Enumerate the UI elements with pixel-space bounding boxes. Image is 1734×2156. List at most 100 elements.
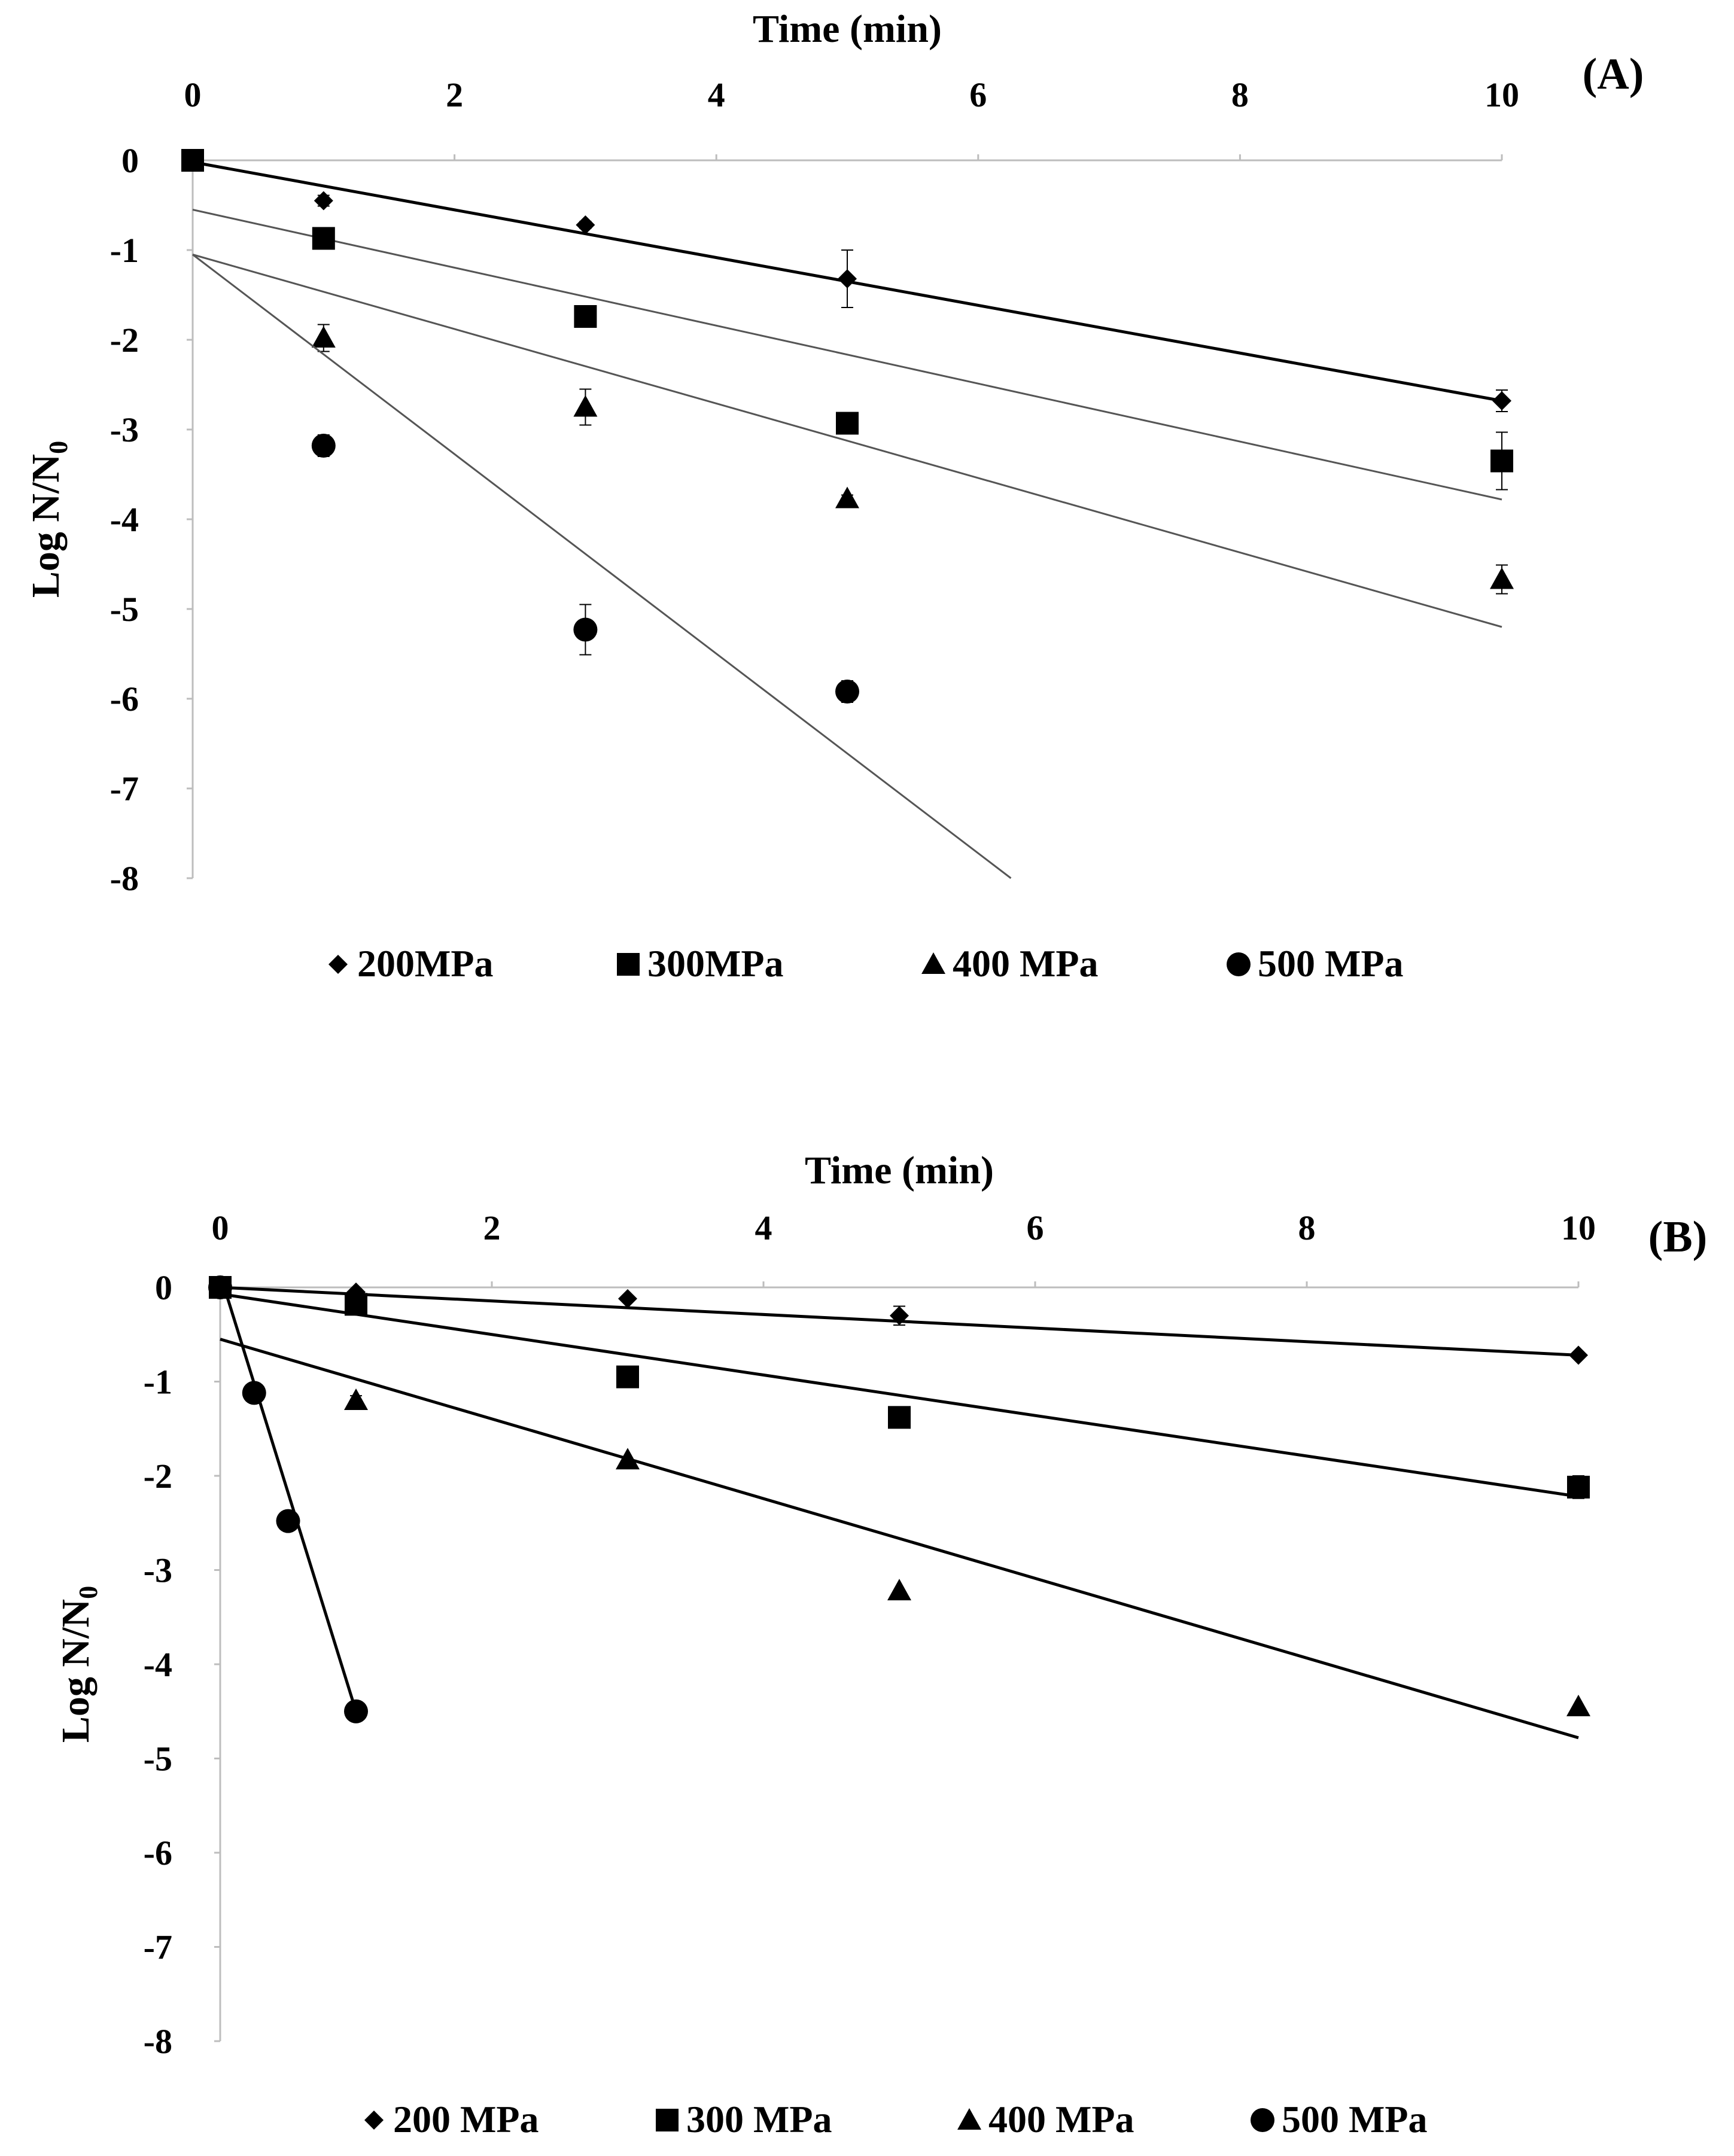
y-tick-label: -4 bbox=[110, 500, 139, 539]
y-tick-label: -6 bbox=[144, 1834, 172, 1872]
x-tick-label: 8 bbox=[1298, 1208, 1316, 1247]
data-point-circle bbox=[276, 1509, 300, 1533]
series-triangle bbox=[192, 254, 1514, 628]
series-diamond bbox=[183, 151, 1511, 412]
data-point-triangle bbox=[344, 1388, 368, 1410]
data-point-circle bbox=[835, 680, 859, 704]
data-point-triangle bbox=[1490, 567, 1514, 589]
y-axis-title-main: Log N/N bbox=[24, 454, 68, 598]
legend-label: 400 MPa bbox=[988, 2098, 1134, 2140]
x-tick-label: 2 bbox=[446, 75, 463, 114]
y-tick-label: -8 bbox=[110, 859, 139, 898]
data-point-triangle bbox=[573, 395, 598, 417]
data-point-triangle bbox=[835, 486, 859, 508]
y-tick-label: -3 bbox=[144, 1551, 172, 1590]
data-point-triangle bbox=[616, 1448, 640, 1470]
panel-b: 0 2 4 6 8 10 0 -1 -2 -3 -4 -5 -6 -7 -8 Time (min) Log N/… bbox=[54, 1149, 1707, 2140]
data-point-square bbox=[312, 227, 335, 250]
series-triangle bbox=[220, 1338, 1590, 1740]
trend-line bbox=[223, 1287, 358, 1712]
legend-label: 300 MPa bbox=[686, 2098, 832, 2140]
legend-marker-triangle bbox=[921, 952, 945, 974]
legend-marker-diamond bbox=[328, 955, 348, 974]
y-axis-title-main: Log N/N bbox=[54, 1599, 98, 1743]
y-tick-label: -5 bbox=[144, 1740, 172, 1779]
trend-line bbox=[192, 254, 1502, 628]
x-tick-label: 0 bbox=[212, 1208, 229, 1247]
data-point-square bbox=[574, 305, 597, 328]
data-point-diamond bbox=[838, 269, 857, 288]
trend-line bbox=[220, 1292, 1579, 1499]
data-point-circle bbox=[208, 1275, 232, 1299]
legend-marker-circle bbox=[1227, 952, 1251, 976]
x-tick-label: 2 bbox=[483, 1208, 501, 1247]
y-tick-label: -1 bbox=[144, 1363, 172, 1402]
data-point-square bbox=[836, 412, 859, 435]
data-point-circle bbox=[344, 1699, 368, 1723]
x-tick-label: 10 bbox=[1484, 75, 1519, 114]
data-point-square bbox=[345, 1293, 367, 1316]
data-point-diamond bbox=[576, 215, 595, 235]
data-point-square bbox=[1567, 1475, 1590, 1499]
x-tick-label: 6 bbox=[1027, 1208, 1044, 1247]
series-circle bbox=[208, 1275, 368, 1723]
series-diamond bbox=[211, 1278, 1588, 1365]
data-point-circle bbox=[573, 617, 598, 642]
x-tick-label: 0 bbox=[184, 75, 202, 114]
x-tick-label: 10 bbox=[1561, 1208, 1596, 1247]
data-point-square bbox=[181, 149, 204, 172]
legend-marker-square bbox=[656, 2109, 679, 2131]
legend-label: 200 MPa bbox=[393, 2098, 539, 2140]
data-point-diamond bbox=[314, 191, 333, 211]
trend-line bbox=[192, 209, 1502, 501]
y-tick-label: -1 bbox=[110, 231, 139, 270]
x-tick-label: 4 bbox=[708, 75, 725, 114]
data-point-diamond bbox=[890, 1306, 909, 1326]
data-point-square bbox=[616, 1365, 639, 1388]
legend-label: 500 MPa bbox=[1282, 2098, 1428, 2140]
y-tick-label: -3 bbox=[110, 410, 139, 449]
data-point-circle bbox=[242, 1381, 266, 1405]
data-point-diamond bbox=[1569, 1345, 1588, 1365]
x-axis-title: Time (min) bbox=[805, 1149, 994, 1192]
x-tick-label: 6 bbox=[969, 75, 987, 114]
legend-label: 300MPa bbox=[647, 942, 784, 985]
x-tick-label: 8 bbox=[1231, 75, 1249, 114]
series-circle bbox=[192, 254, 1012, 879]
x-axis-title: Time (min) bbox=[753, 7, 942, 51]
y-axis-title-subscript: 0 bbox=[44, 441, 73, 454]
y-tick-label: -7 bbox=[110, 769, 139, 808]
data-point-diamond bbox=[618, 1289, 637, 1308]
y-tick-label: 0 bbox=[121, 141, 139, 180]
data-point-diamond bbox=[1492, 391, 1511, 410]
panel-label: (B) bbox=[1648, 1213, 1708, 1262]
trend-line bbox=[192, 254, 1012, 879]
y-axis-title: Log N/N0 bbox=[54, 1586, 103, 1743]
series-square bbox=[181, 149, 1513, 501]
data-point-triangle bbox=[311, 326, 336, 348]
y-tick-label: -4 bbox=[144, 1645, 172, 1684]
trend-line bbox=[220, 1338, 1579, 1740]
legend-label: 400 MPa bbox=[953, 942, 1099, 985]
legend-marker-triangle bbox=[957, 2108, 981, 2130]
data-point-square bbox=[1490, 449, 1513, 473]
data-point-triangle bbox=[887, 1579, 911, 1601]
legend-label: 200MPa bbox=[357, 942, 494, 985]
x-tick-label: 4 bbox=[755, 1208, 772, 1247]
data-point-circle bbox=[311, 434, 336, 458]
panel-label: (A) bbox=[1583, 50, 1644, 99]
y-axis-title-subscript: 0 bbox=[74, 1586, 103, 1599]
legend-marker-square bbox=[617, 953, 640, 976]
y-tick-label: -6 bbox=[110, 680, 139, 718]
y-tick-label: -5 bbox=[110, 590, 139, 629]
data-point-triangle bbox=[1566, 1694, 1590, 1716]
data-point-square bbox=[888, 1406, 911, 1429]
y-tick-label: -7 bbox=[144, 1928, 172, 1967]
series-square bbox=[209, 1276, 1590, 1499]
y-tick-label: -2 bbox=[110, 321, 139, 360]
y-tick-label: -8 bbox=[144, 2022, 172, 2061]
y-axis-title: Log N/N0 bbox=[24, 441, 73, 598]
legend-marker-circle bbox=[1251, 2108, 1274, 2132]
legend-marker-diamond bbox=[364, 2111, 384, 2130]
panel-a: 0 2 4 6 8 10 0 -1 -2 -3 -4 -5 -6 -7 -8 Time (min) Log N/… bbox=[24, 7, 1644, 985]
